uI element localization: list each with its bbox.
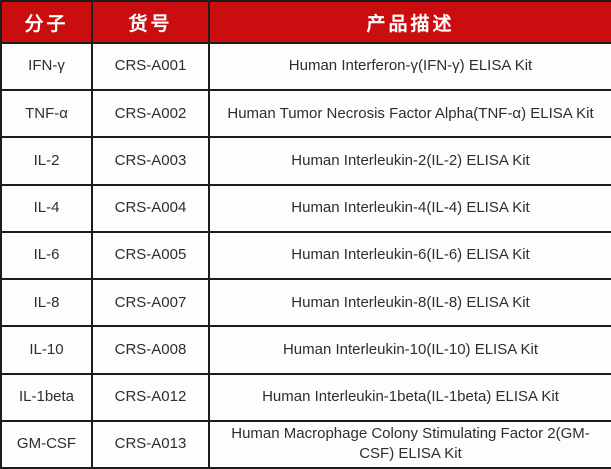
table-row: IL-8 CRS-A007 Human Interleukin-8(IL-8) … [0,278,611,328]
cell-catalog-number: CRS-A003 [91,136,210,186]
cell-product-description: Human Interleukin-2(IL-2) ELISA Kit [208,136,611,186]
table-row: IFN-γ CRS-A001 Human Interferon-γ(IFN-γ)… [0,41,611,92]
cell-molecule: IL-10 [0,325,93,375]
table-row: IL-4 CRS-A004 Human Interleukin-4(IL-4) … [0,183,611,233]
cell-catalog-number: CRS-A004 [91,183,210,233]
column-header-product-description: 产品描述 [208,0,611,44]
cell-product-description: Human Macrophage Colony Stimulating Fact… [208,419,611,469]
cell-molecule: IL-8 [0,278,93,328]
cell-product-description: Human Tumor Necrosis Factor Alpha(TNF-α)… [208,89,611,139]
cell-molecule: TNF-α [0,89,93,139]
cell-product-description: Human Interleukin-8(IL-8) ELISA Kit [208,278,611,328]
cell-molecule: IL-2 [0,136,93,186]
table-row: IL-2 CRS-A003 Human Interleukin-2(IL-2) … [0,136,611,186]
header-row: 分子 货号 产品描述 [0,0,611,44]
table-row: TNF-α CRS-A002 Human Tumor Necrosis Fact… [0,89,611,139]
cell-catalog-number: CRS-A008 [91,325,210,375]
table-body: IFN-γ CRS-A001 Human Interferon-γ(IFN-γ)… [0,41,611,469]
column-header-catalog-number: 货号 [91,0,210,44]
cell-catalog-number: CRS-A012 [91,372,210,422]
table-row: IL-1beta CRS-A012 Human Interleukin-1bet… [0,372,611,422]
cell-product-description: Human Interleukin-4(IL-4) ELISA Kit [208,183,611,233]
cell-catalog-number: CRS-A001 [91,41,210,92]
cell-molecule: IL-6 [0,230,93,281]
cell-product-description: Human Interferon-γ(IFN-γ) ELISA Kit [208,41,611,92]
table-row: GM-CSF CRS-A013 Human Macrophage Colony … [0,419,611,469]
cell-catalog-number: CRS-A002 [91,89,210,139]
table-row: IL-10 CRS-A008 Human Interleukin-10(IL-1… [0,325,611,375]
cell-product-description: Human Interleukin-10(IL-10) ELISA Kit [208,325,611,375]
cell-molecule: IFN-γ [0,41,93,92]
cell-product-description: Human Interleukin-1beta(IL-1beta) ELISA … [208,372,611,422]
cell-molecule: IL-4 [0,183,93,233]
cell-product-description: Human Interleukin-6(IL-6) ELISA Kit [208,230,611,281]
cell-catalog-number: CRS-A013 [91,419,210,469]
cell-catalog-number: CRS-A007 [91,278,210,328]
cell-catalog-number: CRS-A005 [91,230,210,281]
table-row: IL-6 CRS-A005 Human Interleukin-6(IL-6) … [0,230,611,281]
column-header-molecule: 分子 [0,0,93,44]
cell-molecule: IL-1beta [0,372,93,422]
cell-molecule: GM-CSF [0,419,93,469]
table-header: 分子 货号 产品描述 [0,0,611,44]
